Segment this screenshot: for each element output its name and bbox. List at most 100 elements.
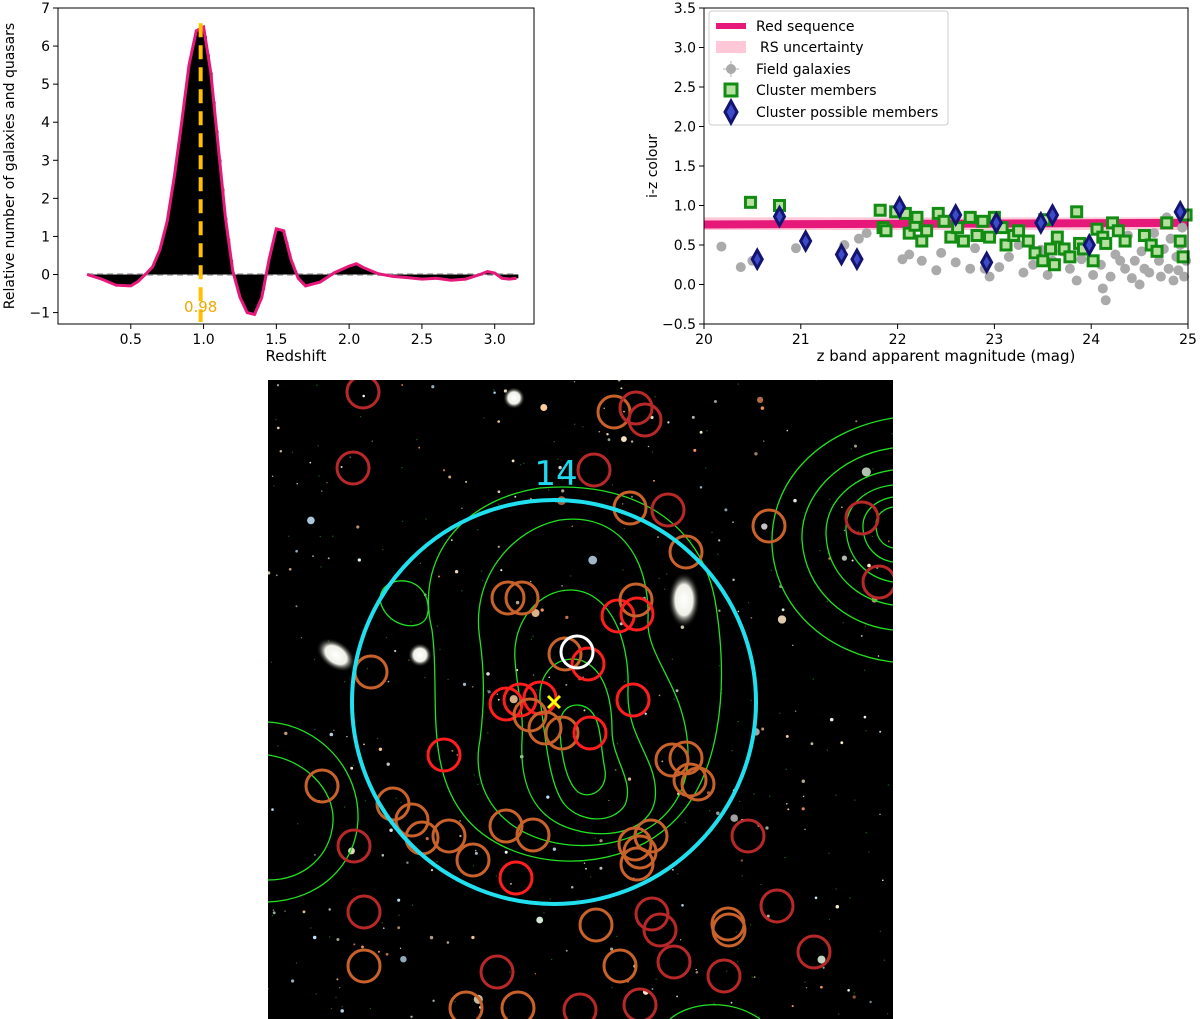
- noise-speck: [382, 548, 384, 551]
- contour-right-1: [771, 417, 893, 663]
- histogram-bar: [506, 274, 510, 279]
- histogram-bar: [424, 274, 429, 279]
- histogram-bar: [168, 202, 172, 275]
- star: [361, 945, 364, 949]
- histogram-bar: [171, 184, 175, 275]
- star: [432, 999, 435, 1002]
- noise-speck: [310, 927, 312, 929]
- star: [647, 445, 650, 448]
- noise-speck: [655, 978, 657, 980]
- possible-member-circle: [345, 380, 381, 410]
- star: [603, 407, 605, 409]
- x-tick-label: 1.0: [192, 332, 214, 348]
- star: [350, 766, 354, 770]
- star: [497, 545, 500, 548]
- star: [496, 693, 499, 695]
- star: [284, 731, 288, 736]
- noise-speck: [864, 669, 866, 671]
- star: [338, 986, 341, 989]
- field-galaxy-point: [1088, 270, 1099, 281]
- noise-speck: [295, 962, 298, 964]
- histogram-bar: [346, 266, 350, 275]
- star: [861, 467, 871, 477]
- y-axis-label: Relative number of galaxies and quasars: [2, 23, 18, 309]
- field-galaxy-point: [931, 265, 942, 276]
- histogram-bar: [427, 274, 432, 279]
- star: [571, 525, 574, 528]
- cluster-member-point: [983, 230, 997, 244]
- star: [699, 486, 703, 489]
- field-galaxy-point: [1013, 240, 1024, 250]
- noise-speck: [663, 588, 666, 590]
- noise-speck: [804, 981, 806, 983]
- possible-member-circle: [844, 500, 880, 536]
- histogram-bar: [119, 274, 123, 286]
- noise-speck: [879, 930, 881, 933]
- histogram-bar: [130, 274, 135, 286]
- noise-speck: [731, 750, 733, 752]
- x-tick-label: 20: [695, 332, 713, 348]
- star: [314, 854, 316, 856]
- bright-star-left: [408, 643, 432, 667]
- field-galaxy-point: [1163, 263, 1174, 274]
- noise-speck: [671, 658, 673, 660]
- bright-galaxy-left: [316, 637, 356, 673]
- star: [530, 580, 532, 583]
- noise-speck: [611, 484, 614, 486]
- noise-speck: [815, 380, 817, 381]
- noise-speck: [497, 503, 500, 505]
- candidate-circle: [544, 715, 580, 751]
- star: [622, 503, 624, 505]
- y-axis-label: i-z colour: [645, 134, 661, 198]
- histogram-bar: [456, 274, 461, 280]
- histogram-bar: [299, 274, 303, 282]
- star: [474, 851, 478, 855]
- star: [456, 754, 459, 756]
- candidate-circle: [455, 842, 491, 878]
- candidate-circle: [346, 948, 382, 984]
- star: [300, 637, 302, 639]
- histogram-bar: [320, 274, 324, 282]
- noise-speck: [737, 960, 739, 962]
- histogram-bar: [194, 30, 199, 275]
- noise-speck: [482, 579, 484, 582]
- noise-speck: [835, 888, 837, 890]
- star: [765, 826, 769, 830]
- star: [540, 608, 544, 612]
- histogram-bar: [317, 274, 321, 283]
- histogram-bar: [151, 266, 155, 275]
- star: [658, 694, 661, 697]
- star: [750, 616, 753, 619]
- contour-right-3: [825, 469, 893, 606]
- star: [561, 489, 565, 493]
- possible-member-circle: [576, 452, 612, 488]
- star: [570, 885, 574, 889]
- star: [514, 495, 517, 498]
- noise-speck: [717, 553, 719, 555]
- histogram-bar: [433, 274, 437, 279]
- field-galaxy-point: [1064, 263, 1075, 274]
- noise-speck: [335, 996, 337, 999]
- noise-speck: [623, 527, 625, 530]
- star: [754, 452, 758, 456]
- member-circle: [426, 737, 462, 773]
- x-tick-label: 1.5: [265, 332, 287, 348]
- histogram-bar: [340, 269, 344, 275]
- star: [329, 732, 334, 737]
- noise-speck: [751, 976, 753, 978]
- candidate-circle: [668, 534, 704, 570]
- candidate-circle: [504, 580, 540, 616]
- star: [546, 795, 550, 799]
- star: [454, 570, 459, 574]
- field-galaxy-point: [853, 233, 864, 244]
- noise-speck: [718, 665, 720, 667]
- cluster-member-point: [910, 210, 924, 224]
- field-galaxy-point: [1168, 275, 1179, 286]
- noise-speck: [891, 433, 893, 435]
- star: [606, 432, 609, 436]
- y-tick-label: 0.0: [674, 278, 696, 294]
- star: [583, 709, 586, 712]
- bright-galaxy-right: [668, 572, 700, 628]
- star: [340, 1009, 344, 1013]
- legend-swatch-rs-uncertainty: [716, 41, 746, 53]
